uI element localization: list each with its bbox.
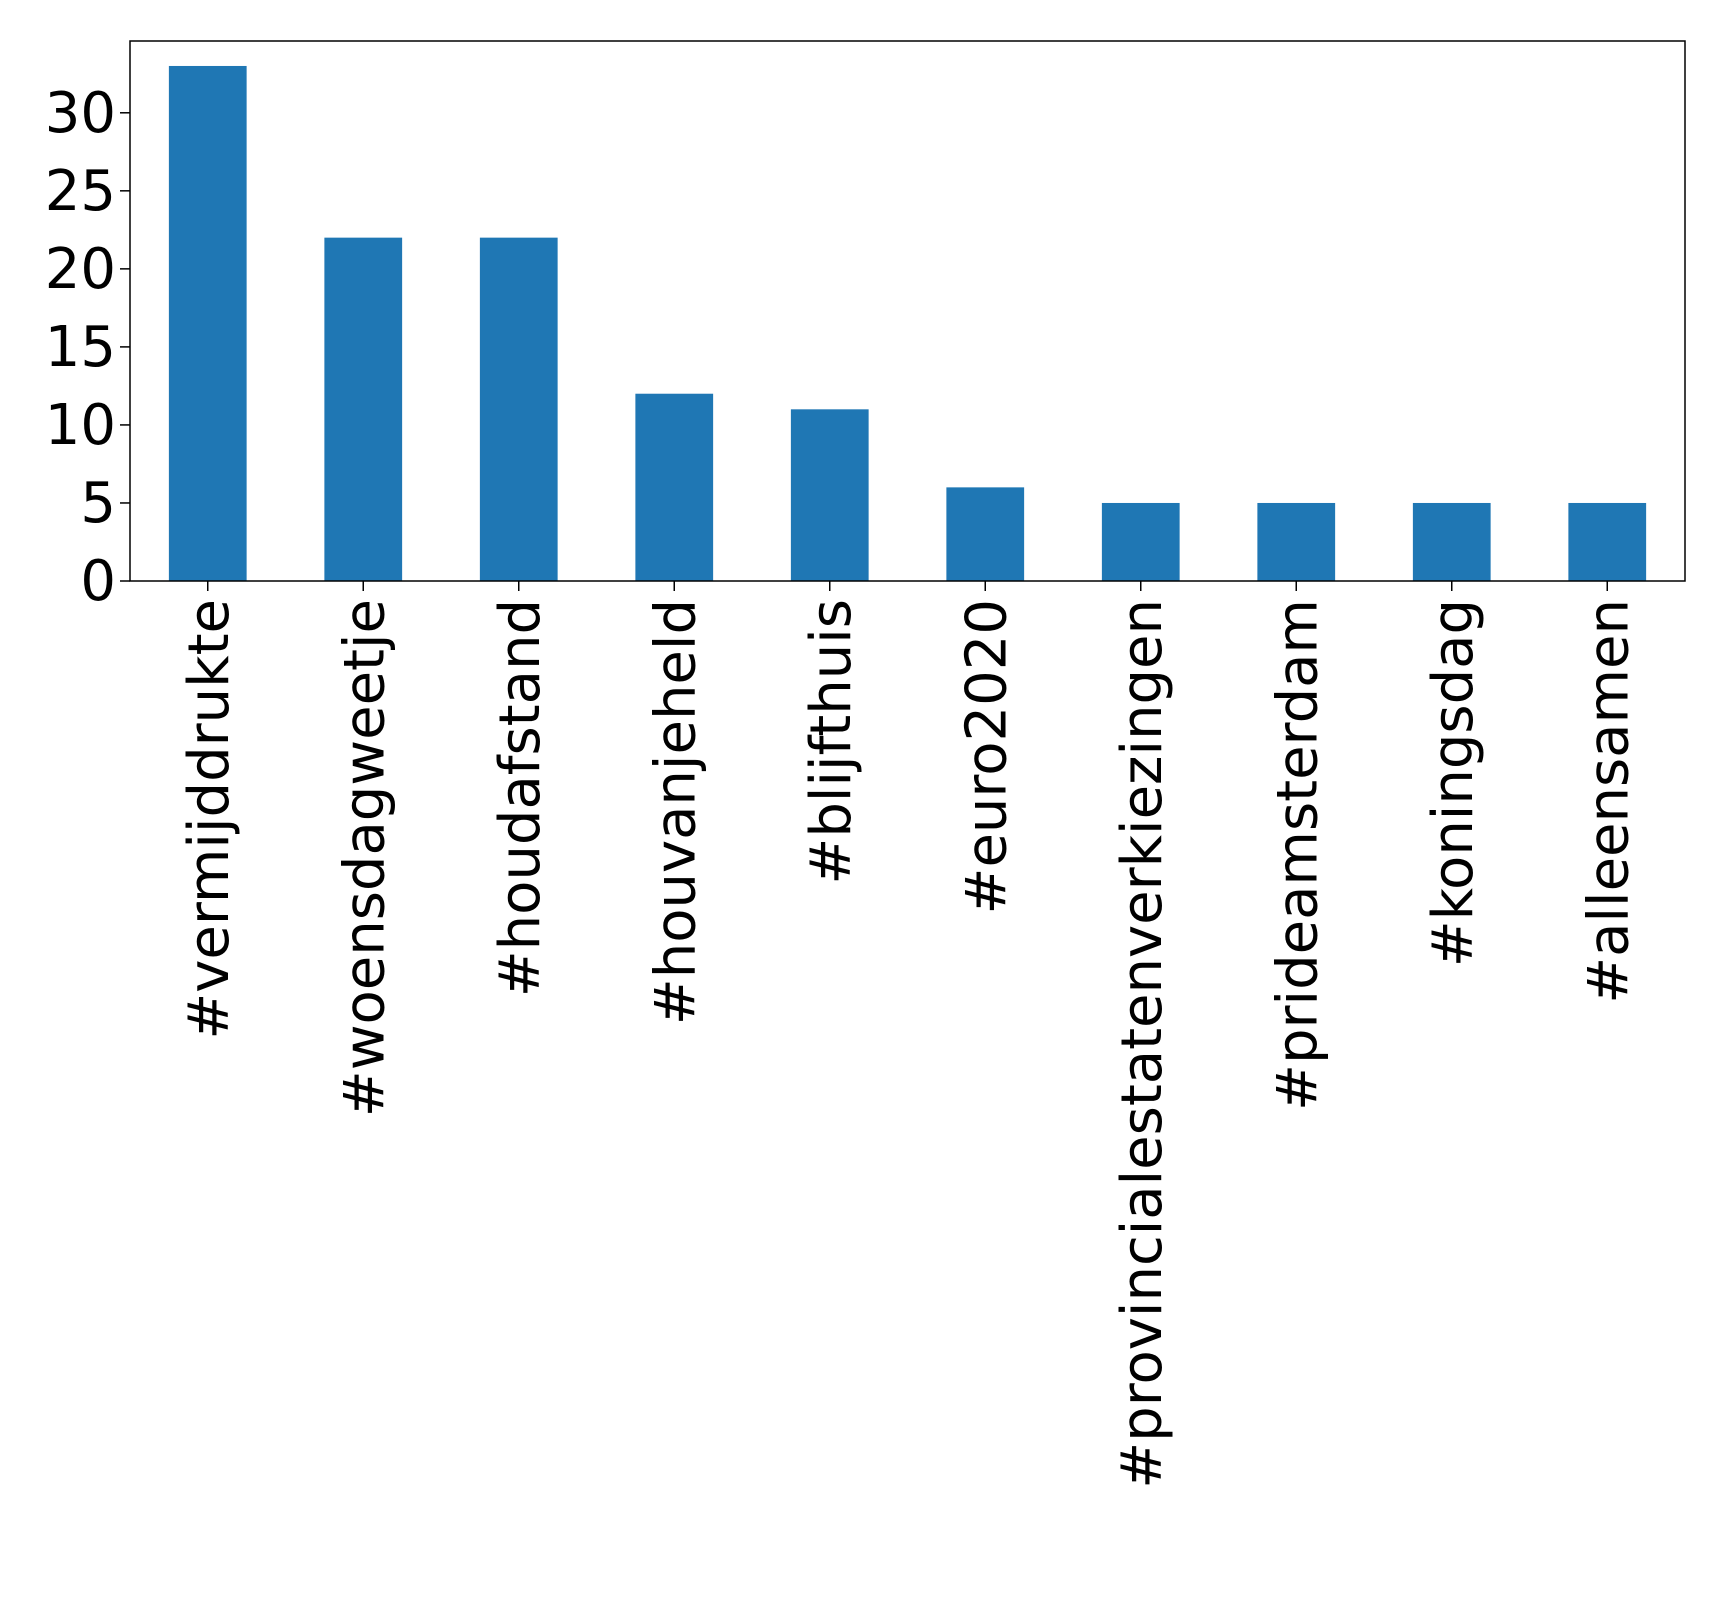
y-tick-label: 10 <box>45 393 116 458</box>
x-tick-label: #houvanjeheld <box>643 599 708 1025</box>
y-axis: 0 5 10 15 20 25 30 <box>45 81 130 614</box>
x-tick-label: #alleensamen <box>1576 599 1641 1004</box>
bar-houdafstand <box>479 237 558 581</box>
bar-vermijddrukte <box>168 65 247 582</box>
x-tick-label: #euro2020 <box>954 599 1019 914</box>
bar-prideamsterdam <box>1257 502 1336 581</box>
bar-houvanjeheld <box>635 393 714 581</box>
bar-woensdagweetje <box>324 237 403 581</box>
x-tick-label: #woensdagweetje <box>332 599 397 1117</box>
bar-blijfthuis <box>790 409 869 581</box>
bars-layer <box>168 65 1647 582</box>
bar-euro2020 <box>946 487 1025 581</box>
bar-alleensamen <box>1568 502 1647 581</box>
y-tick-label: 5 <box>80 471 116 536</box>
y-tick-label: 20 <box>45 237 116 302</box>
y-tick-label: 15 <box>45 315 116 380</box>
bar-koningsdag <box>1412 502 1491 581</box>
plot-frame <box>129 40 1686 582</box>
y-tick-label: 30 <box>45 81 116 146</box>
x-tick-label: #blijfthuis <box>799 599 864 885</box>
x-tick-label: #koningsdag <box>1421 599 1486 967</box>
x-axis: #vermijddrukte #woensdagweetje #houdafstan… <box>177 581 1641 1489</box>
x-tick-label: #vermijddrukte <box>177 599 242 1040</box>
x-tick-label: #houdafstand <box>488 599 553 997</box>
x-tick-label: #prideamsterdam <box>1265 599 1330 1111</box>
y-tick-label: 25 <box>45 159 116 224</box>
x-tick-label: #provincialestatenverkiezingen <box>1110 599 1175 1489</box>
bar-provincialestatenverkiezingen <box>1101 502 1180 581</box>
y-tick-label: 0 <box>80 549 116 614</box>
